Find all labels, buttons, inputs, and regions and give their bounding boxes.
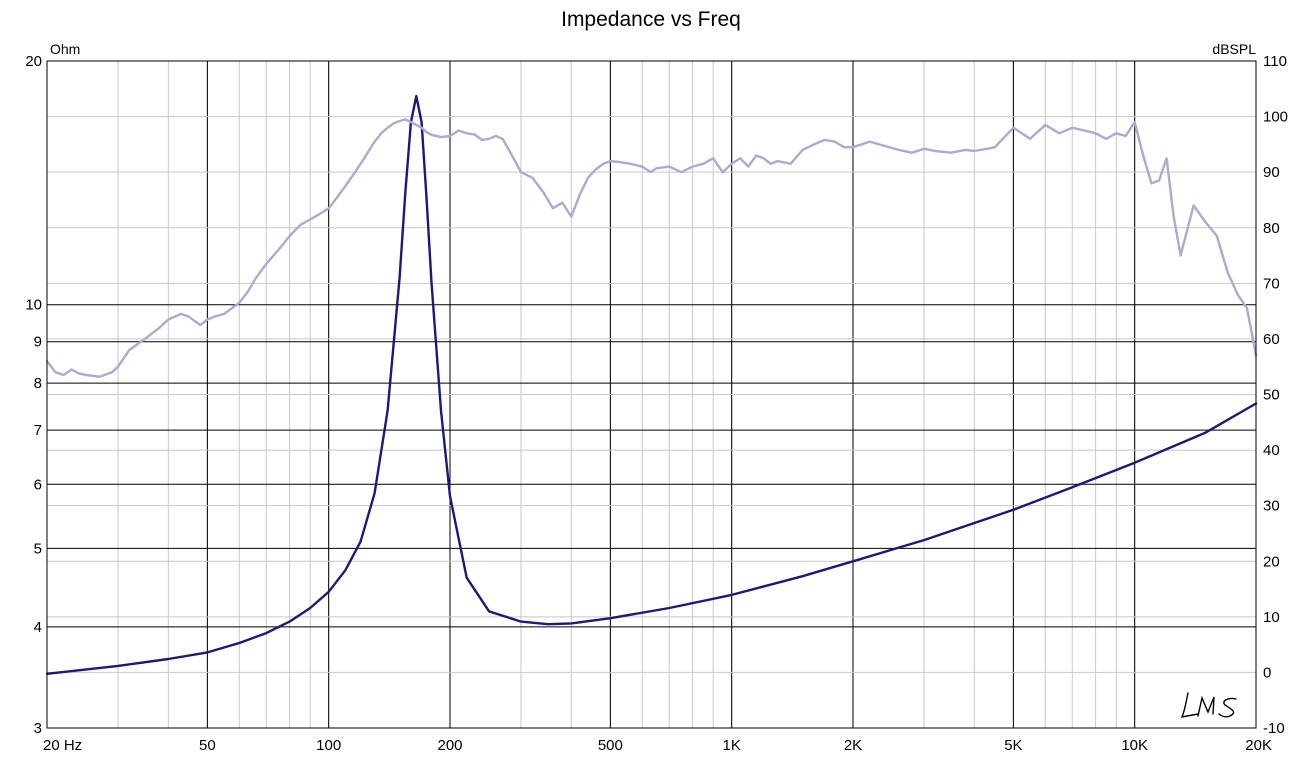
x-tick-label: 1K (723, 737, 741, 754)
y-right-tick-label: 0 (1263, 664, 1271, 681)
lms-logo (1180, 692, 1237, 718)
y-left-tick-label: 7 (34, 422, 42, 439)
y-right-tick-label: 100 (1263, 109, 1288, 126)
grid (46, 60, 1257, 729)
y-right-tick-label: 70 (1263, 275, 1280, 292)
left-axis-unit: Ohm (50, 41, 80, 57)
y-right-tick-labels: -10 0 10 20 30 40 50 60 70 80 90 100 110 (1263, 53, 1288, 737)
y-right-tick-label: 60 (1263, 331, 1280, 348)
right-axis-unit: dBSPL (1212, 41, 1256, 57)
y-right-tick-label: 90 (1263, 164, 1280, 181)
y-right-tick-label: 50 (1263, 387, 1280, 404)
plot-frame (46, 60, 1257, 729)
y-left-tick-label: 3 (34, 720, 42, 737)
y-left-tick-label: 4 (34, 619, 42, 636)
x-tick-label: 10K (1121, 737, 1148, 754)
x-tick-label: 100 (316, 737, 341, 754)
y-left-tick-label: 20 (25, 53, 42, 70)
x-tick-label: 500 (598, 737, 623, 754)
y-left-tick-label: 10 (25, 297, 42, 314)
chart-title: Impedance vs Freq (561, 8, 741, 31)
y-right-tick-label: 110 (1263, 53, 1287, 70)
series-group (45, 94, 1258, 675)
y-right-tick-label: 30 (1263, 498, 1280, 515)
y-right-tick-label: 20 (1263, 553, 1280, 570)
y-right-tick-label: -10 (1263, 720, 1285, 737)
series-line-spl (45, 118, 1258, 378)
y-right-tick-label: 40 (1263, 442, 1280, 459)
y-left-tick-label: 8 (34, 375, 42, 392)
y-right-tick-label: 80 (1263, 220, 1280, 237)
x-tick-label: 20 Hz (43, 737, 82, 754)
x-tick-label: 2K (844, 737, 862, 754)
y-right-tick-label: 10 (1263, 609, 1280, 626)
y-left-tick-label: 5 (34, 540, 42, 557)
y-left-tick-label: 9 (34, 334, 42, 351)
x-tick-label: 200 (437, 737, 462, 754)
x-tick-label: 5K (1004, 737, 1022, 754)
y-left-tick-label: 6 (34, 476, 42, 493)
y-left-tick-labels: 3 4 5 6 7 8 9 10 20 (25, 53, 42, 737)
series-line-impedance (45, 94, 1258, 675)
x-tick-label: 50 (199, 737, 216, 754)
x-tick-label: 20K (1245, 737, 1272, 754)
x-tick-labels: 20 Hz 50 100 200 500 1K 2K 5K 10K 20K (43, 737, 1272, 754)
